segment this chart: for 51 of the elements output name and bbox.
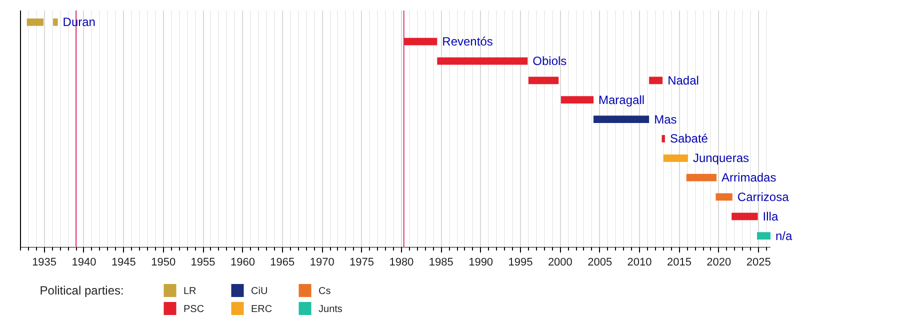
bar <box>716 193 732 201</box>
y-tick-label: n/a <box>776 228 793 243</box>
x-tick-label: 2025 <box>746 256 771 268</box>
y-tick-label: Nadal <box>668 73 699 88</box>
x-tick-label: 2020 <box>706 256 732 268</box>
x-tick-label: 2015 <box>666 256 692 268</box>
y-tick-label: Mas <box>654 112 677 126</box>
legend-label: Junts <box>318 304 342 315</box>
x-tick-label: 1970 <box>310 256 334 268</box>
x-tick-label: 1975 <box>350 256 374 268</box>
bar <box>649 76 663 84</box>
x-tick-label: 1990 <box>468 256 494 268</box>
y-tick-label: Maragall <box>598 92 645 107</box>
x-tick-label: 1980 <box>389 256 414 268</box>
x-tick-label: 1945 <box>111 256 136 268</box>
legend-label: Cs <box>318 286 331 297</box>
bar <box>404 38 438 46</box>
legend-label: PSC <box>183 304 204 315</box>
x-tick-label: 1985 <box>428 256 454 268</box>
bar <box>732 212 758 220</box>
bar <box>662 135 665 142</box>
x-tick-label: 2010 <box>627 256 652 268</box>
y-tick-label: Sabaté <box>670 132 708 146</box>
legend-label: LR <box>183 286 196 297</box>
legend-label: CiU <box>251 286 268 297</box>
x-tick-label: 1940 <box>72 256 96 268</box>
bar <box>53 18 58 26</box>
y-tick-label: Junqueras <box>692 151 750 166</box>
bar <box>686 174 717 182</box>
x-tick-label: 1955 <box>190 256 216 268</box>
x-tick-label: 1935 <box>32 256 57 268</box>
legend-label: ERC <box>251 304 272 315</box>
bar <box>560 96 594 104</box>
bar <box>594 116 650 123</box>
y-tick-label: Obiols <box>532 54 567 68</box>
x-tick-label: 1965 <box>270 256 295 268</box>
x-tick-label: 2005 <box>588 256 612 268</box>
legend-title: Political parties: <box>40 284 124 298</box>
bar <box>757 232 770 240</box>
y-tick-label: Reventós <box>442 34 493 49</box>
y-tick-label: Carrizosa <box>737 190 790 204</box>
x-tick-label: 2000 <box>548 256 572 268</box>
bar <box>26 18 44 26</box>
x-tick-label: 1950 <box>151 256 176 268</box>
x-tick-label: 1995 <box>508 256 533 268</box>
bar <box>437 57 528 65</box>
bar <box>663 154 688 162</box>
bar <box>528 76 559 84</box>
y-tick-label: Illa <box>762 209 778 224</box>
y-tick-label: Arrimadas <box>722 170 776 185</box>
x-tick-label: 1960 <box>230 256 255 268</box>
